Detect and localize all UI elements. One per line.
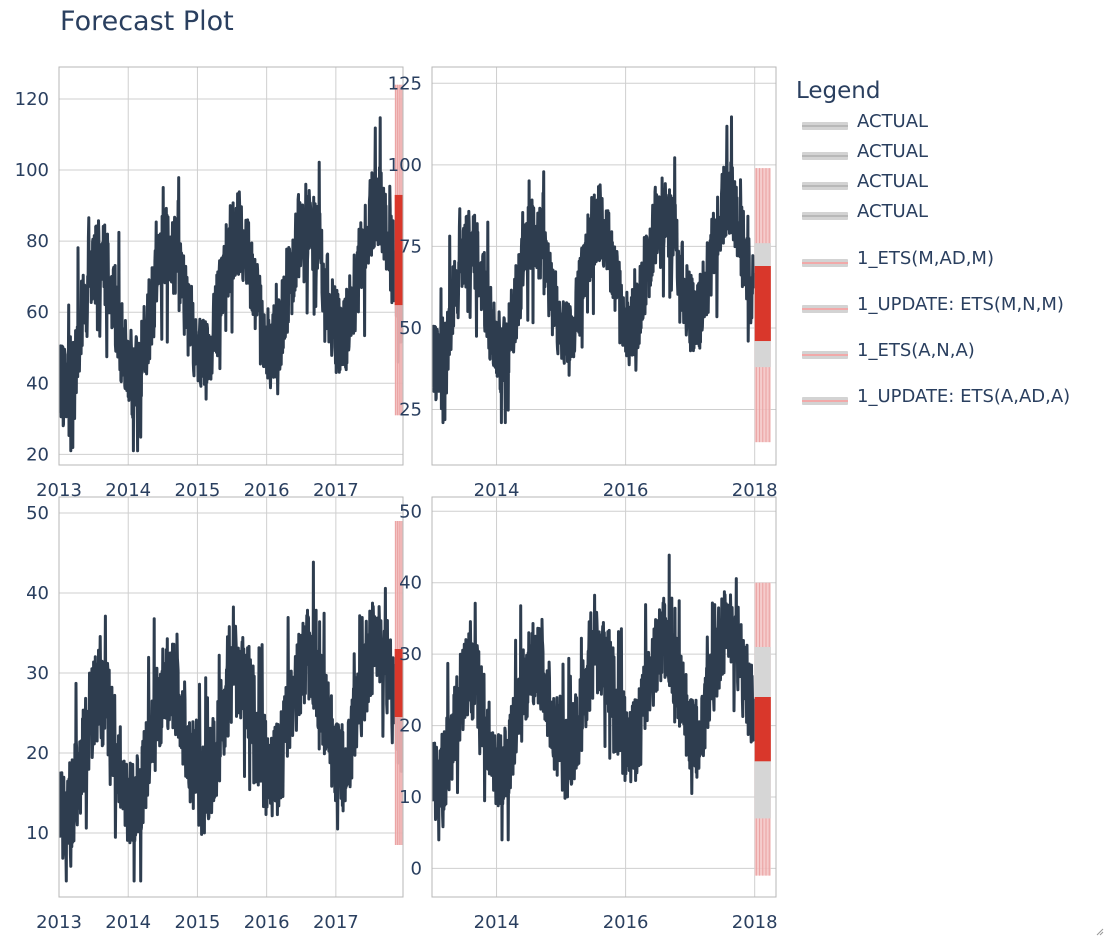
forecast-mean-band: [394, 649, 403, 717]
y-tick-label: 30: [26, 663, 49, 684]
x-tick-label: 2016: [603, 912, 649, 933]
x-tick-label: 2014: [105, 480, 151, 501]
legend-label: 1_ETS(A,N,A): [857, 340, 975, 361]
forecast-mean-band: [394, 194, 403, 306]
x-tick-label: 2017: [313, 912, 359, 933]
legend-swatch: [802, 351, 848, 359]
plot-frame: [58, 496, 404, 898]
x-tick-label: 2014: [474, 480, 520, 501]
legend: Legend ACTUAL ACTUAL ACTUAL ACTUAL 1_ETS…: [796, 78, 1070, 431]
chart-title: Forecast Plot: [60, 6, 234, 37]
x-tick-label: 2016: [603, 480, 649, 501]
x-tick-label: 2018: [732, 912, 778, 933]
y-tick-label: 100: [15, 160, 49, 181]
plot-frame: [58, 66, 404, 466]
legend-swatch-line: [802, 354, 848, 356]
plot-area: [59, 521, 403, 883]
legend-swatch-line: [802, 185, 848, 187]
y-tick-label: 50: [26, 503, 49, 524]
legend-label: 1_UPDATE: ETS(M,N,M): [857, 294, 1064, 315]
legend-swatch-line: [802, 400, 848, 402]
plot-area: [432, 553, 771, 876]
legend-label: ACTUAL: [857, 201, 929, 222]
y-tick-label: 20: [26, 743, 49, 764]
x-tick-label: 2014: [105, 912, 151, 933]
y-tick-label: 25: [399, 400, 422, 421]
legend-swatch-line: [802, 308, 848, 310]
x-tick-label: 2016: [244, 480, 290, 501]
legend-swatch: [802, 305, 848, 313]
y-tick-label: 0: [411, 858, 422, 879]
y-tick-label: 60: [26, 302, 49, 323]
legend-item-ets-a-n-a[interactable]: 1_ETS(A,N,A): [796, 339, 975, 385]
legend-swatch: [802, 122, 848, 130]
y-tick-label: 125: [388, 73, 422, 94]
plot-frame: [431, 66, 777, 466]
plot-frame: [431, 496, 777, 898]
legend-swatch-line: [802, 262, 848, 264]
resize-handle-icon[interactable]: [1094, 926, 1104, 936]
legend-item-actual[interactable]: ACTUAL: [796, 200, 928, 247]
actual-series: [432, 115, 756, 425]
legend-label: 1_ETS(M,AD,M): [857, 248, 994, 269]
y-tick-label: 75: [399, 236, 422, 257]
legend-title: Legend: [796, 78, 881, 104]
y-tick-label: 10: [26, 823, 49, 844]
y-tick-label: 100: [388, 155, 422, 176]
legend-label: ACTUAL: [857, 141, 929, 162]
x-tick-label: 2013: [36, 480, 82, 501]
legend-item-actual[interactable]: ACTUAL: [796, 140, 928, 170]
legend-item-update-ets-a-ad-a[interactable]: 1_UPDATE: ETS(A,AD,A): [796, 385, 1070, 431]
legend-swatch: [802, 152, 848, 160]
legend-label: ACTUAL: [857, 111, 929, 132]
legend-label: 1_UPDATE: ETS(A,AD,A): [857, 386, 1071, 407]
y-tick-label: 20: [26, 444, 49, 465]
legend-swatch-line: [802, 155, 848, 157]
forecast-mean-band: [754, 266, 771, 342]
legend-swatch: [802, 397, 848, 405]
x-tick-label: 2018: [732, 480, 778, 501]
x-tick-label: 2017: [313, 480, 359, 501]
legend-item-update-ets-m-n-m[interactable]: 1_UPDATE: ETS(M,N,M): [796, 293, 1064, 339]
y-tick-label: 40: [26, 583, 49, 604]
legend-swatch: [802, 182, 848, 190]
legend-swatch-line: [802, 215, 848, 217]
legend-swatch: [802, 259, 848, 267]
x-tick-label: 2013: [36, 912, 82, 933]
y-tick-label: 50: [399, 501, 422, 522]
legend-item-actual[interactable]: ACTUAL: [796, 170, 928, 200]
legend-swatch-line: [802, 125, 848, 127]
actual-series: [432, 553, 756, 842]
y-tick-label: 40: [26, 373, 49, 394]
y-tick-label: 50: [399, 318, 422, 339]
y-tick-label: 40: [399, 573, 422, 594]
legend-swatch: [802, 212, 848, 220]
legend-item-actual[interactable]: ACTUAL: [796, 110, 928, 140]
actual-series: [59, 560, 403, 883]
y-tick-label: 20: [399, 716, 422, 737]
x-tick-label: 2015: [175, 912, 221, 933]
x-tick-label: 2014: [474, 912, 520, 933]
y-tick-label: 30: [399, 644, 422, 665]
plot-area: [59, 84, 403, 453]
plot-area: [432, 115, 771, 443]
y-tick-label: 120: [15, 89, 49, 110]
x-tick-label: 2016: [244, 912, 290, 933]
y-tick-label: 80: [26, 231, 49, 252]
forecast-mean-band: [754, 697, 771, 762]
y-tick-label: 10: [399, 787, 422, 808]
actual-series: [59, 116, 403, 453]
legend-label: ACTUAL: [857, 171, 929, 192]
x-tick-label: 2015: [175, 480, 221, 501]
legend-item-ets-m-ad-m[interactable]: 1_ETS(M,AD,M): [796, 247, 994, 293]
